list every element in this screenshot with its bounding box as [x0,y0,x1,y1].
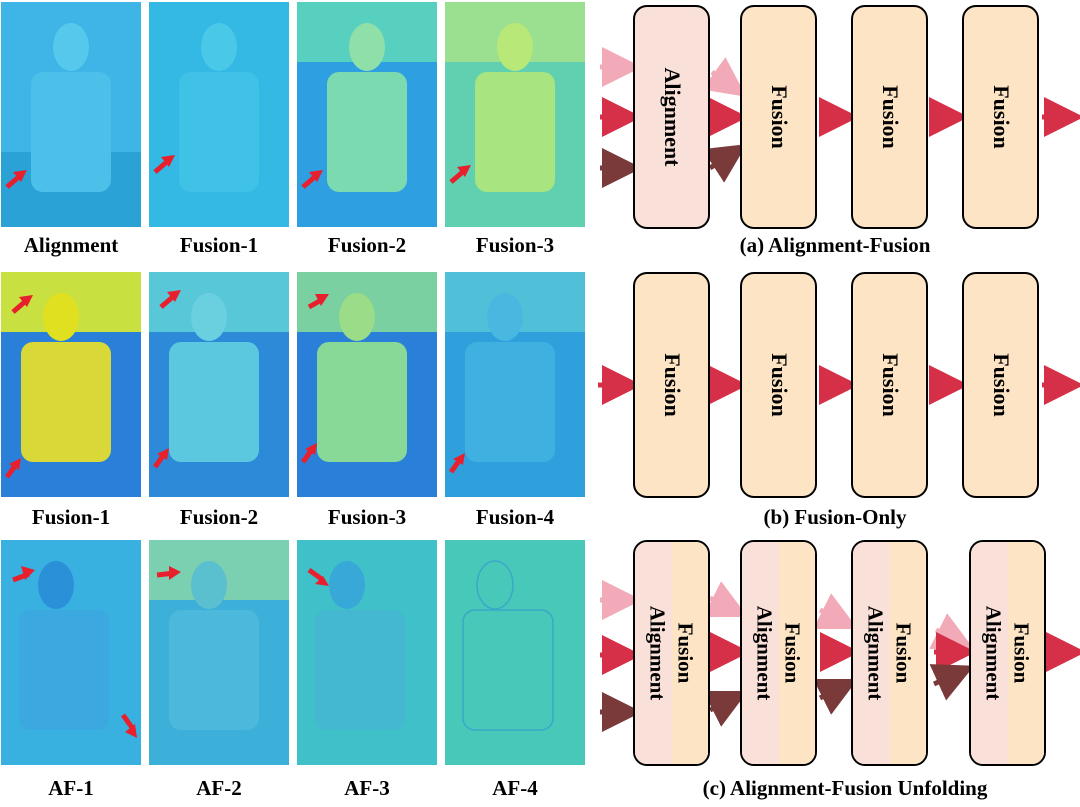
feature-map-fusion-1 [149,2,289,227]
label-row1-col3: Fusion-2 [327,233,407,257]
block-a-alignment-label: Alignment [659,67,685,167]
block-c-1-fusion-label: Fusion [673,622,698,684]
feature-map-af-3 [297,540,437,765]
caption-c: (c) Alignment-Fusion Unfolding [702,776,988,800]
label-row2-col4: Fusion-4 [475,505,555,529]
label-row3-col1: AF-1 [48,776,94,800]
block-c-2: Alignment Fusion [740,540,817,766]
label-row1-col4: Fusion-3 [475,233,555,257]
label-row2-col3: Fusion-3 [327,505,407,529]
feature-map-fusion-4-only [445,272,585,497]
block-b-fusion-1: Fusion [633,272,710,498]
block-c-3: Alignment Fusion [851,540,928,766]
block-a-fusion-1: Fusion [740,5,817,229]
block-a-fusion-3: Fusion [962,5,1039,229]
block-b-fusion-2: Fusion [740,272,817,498]
feature-map-fusion-3-only [297,272,437,497]
block-b-fusion-4: Fusion [962,272,1039,498]
label-row3-col3: AF-3 [344,776,390,800]
block-a-fusion-2: Fusion [851,5,928,229]
label-row3-col4: AF-4 [492,776,538,800]
label-row1-col1: Alignment [23,233,119,257]
arrow-c-dark-1 [703,691,748,727]
label-row2-col1: Fusion-1 [31,505,111,529]
block-b-fusion-4-label: Fusion [988,353,1014,417]
block-c-3-fusion-label: Fusion [891,622,916,684]
block-b-fusion-1-label: Fusion [659,353,685,417]
feature-map-fusion-2-only [149,272,289,497]
block-a-alignment: Alignment [633,5,710,229]
block-c-4-alignment-label: Alignment [981,605,1006,701]
feature-map-af-2 [149,540,289,765]
block-a-fusion-1-label: Fusion [766,85,792,149]
arrow-c-dark-3 [929,664,975,701]
arrow-a-dark-diag [702,144,747,183]
label-row1-col2: Fusion-1 [179,233,259,257]
feature-map-fusion-2 [297,2,437,227]
feature-map-alignment [1,2,141,227]
feature-map-fusion-3 [445,2,585,227]
label-row2-col2: Fusion-2 [179,505,259,529]
block-c-1: Alignment Fusion [633,540,710,766]
block-a-fusion-2-label: Fusion [877,85,903,149]
arrow-c-light-3 [929,613,974,649]
block-c-1-alignment-label: Alignment [645,605,670,701]
block-c-2-fusion-label: Fusion [780,622,805,684]
block-c-4: Alignment Fusion [969,540,1046,766]
arrow-c-light-2 [813,593,858,629]
label-row3-col2: AF-2 [196,776,242,800]
arrow-c-light-1 [703,581,748,617]
block-c-3-alignment-label: Alignment [863,605,888,701]
block-c-2-alignment-label: Alignment [752,605,777,701]
block-b-fusion-3: Fusion [851,272,928,498]
caption-a: (a) Alignment-Fusion [739,233,931,257]
caption-b: (b) Fusion-Only [763,505,907,529]
feature-map-fusion-1-only [1,272,141,497]
arrow-a-light-diag [702,57,747,97]
feature-map-af-4 [445,540,585,765]
block-b-fusion-3-label: Fusion [877,353,903,417]
block-a-fusion-3-label: Fusion [988,85,1014,149]
block-c-4-fusion-label: Fusion [1009,622,1034,684]
block-b-fusion-2-label: Fusion [766,353,792,417]
feature-map-af-1 [1,540,141,765]
arrow-c-dark-2 [813,679,858,715]
